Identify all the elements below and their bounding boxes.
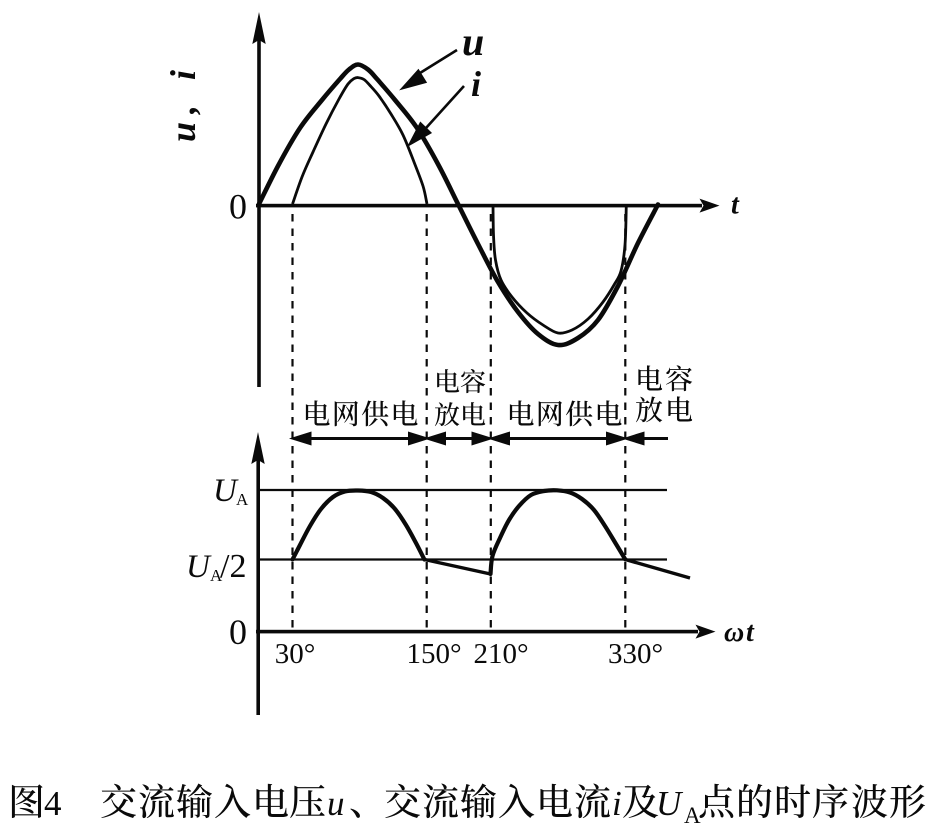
svg-text:i: i (612, 784, 622, 823)
svg-text:A: A (684, 803, 701, 828)
svg-text:U: U (656, 784, 684, 823)
svg-text:0: 0 (229, 187, 247, 227)
svg-text:A: A (210, 566, 223, 585)
svg-text:4: 4 (44, 784, 62, 823)
svg-text:u: u (327, 784, 345, 823)
svg-text:/2: /2 (220, 548, 246, 585)
svg-text:i: i (471, 64, 481, 104)
svg-text:U: U (186, 549, 212, 585)
svg-text:u: u (462, 19, 484, 64)
svg-text:150°: 150° (406, 638, 461, 670)
svg-text:0: 0 (229, 612, 247, 652)
svg-text:U: U (213, 473, 239, 509)
svg-text:u, i: u, i (163, 62, 203, 142)
svg-text:A: A (236, 490, 249, 509)
svg-text:ω: ω (724, 617, 744, 648)
svg-text:t: t (731, 190, 740, 221)
svg-text:330°: 330° (608, 638, 663, 670)
svg-text:210°: 210° (473, 638, 528, 670)
svg-text:t: t (746, 617, 755, 648)
svg-text:30°: 30° (275, 638, 316, 670)
